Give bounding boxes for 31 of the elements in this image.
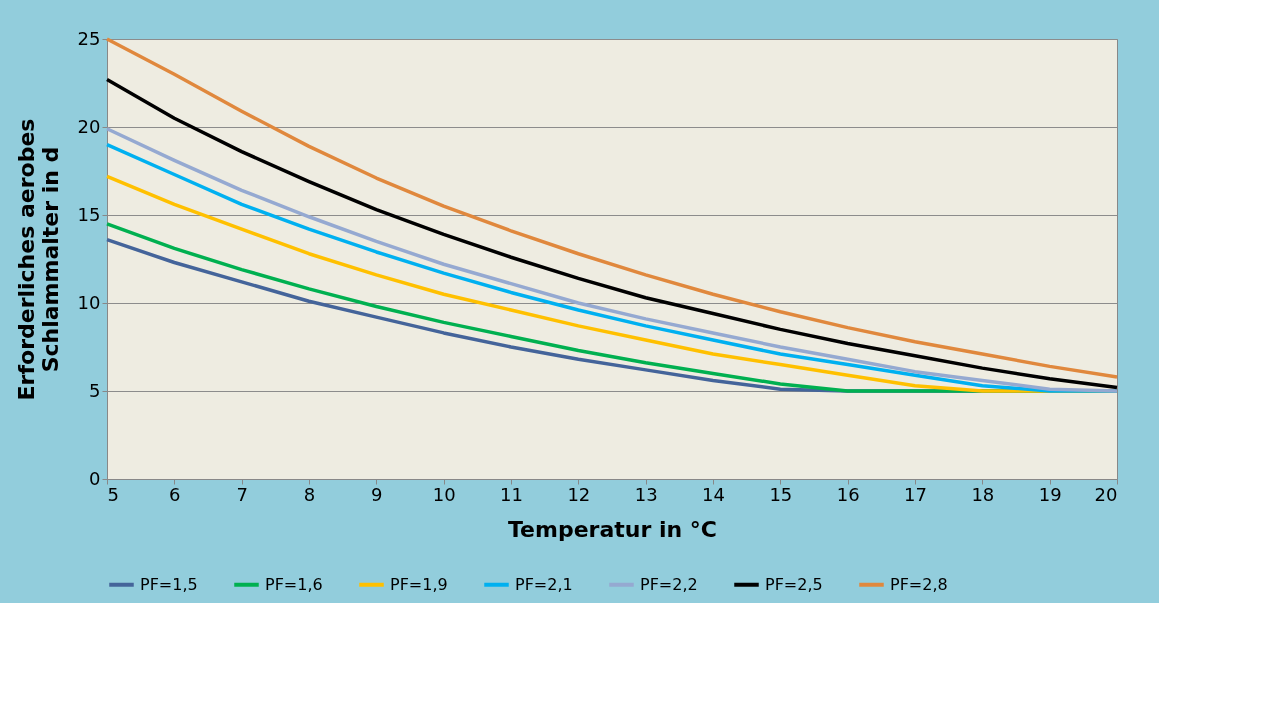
- x-tick-label: 14: [702, 483, 725, 505]
- y-tick-label: 10: [77, 291, 101, 313]
- x-tick-label: 10: [432, 483, 456, 505]
- y-tick-label: 5: [89, 379, 101, 401]
- legend-label: PF=2,8: [890, 574, 948, 594]
- y-tick-label: 15: [77, 203, 101, 225]
- x-tick-label: 19: [1038, 483, 1062, 505]
- x-tick-label: 8: [303, 483, 316, 505]
- y-tick-label: 25: [77, 27, 101, 49]
- x-tick-label: 6: [169, 483, 181, 505]
- x-tick-label: 9: [371, 483, 383, 505]
- y-tick-label: 20: [77, 115, 101, 137]
- legend-label: PF=1,6: [265, 574, 323, 594]
- legend-label: PF=2,5: [765, 574, 823, 594]
- x-axis-title: Temperatur in °C: [508, 516, 717, 542]
- x-tick-label: 16: [836, 483, 860, 505]
- x-tick-label: 7: [236, 483, 248, 505]
- x-tick-label: 12: [567, 483, 591, 505]
- x-tick-label: 11: [500, 483, 523, 505]
- y-tick-label: 0: [89, 467, 101, 489]
- x-tick-label: 18: [971, 483, 995, 505]
- y-axis-title: Erforderliches aerobes Schlammalter in d: [13, 118, 63, 401]
- x-tick-label: 15: [769, 483, 793, 505]
- legend-label: PF=2,1: [515, 574, 573, 594]
- x-tick-label: 20: [1094, 483, 1118, 505]
- x-tick-label: 17: [904, 483, 927, 505]
- legend-label: PF=2,2: [640, 574, 698, 594]
- legend-label: PF=1,5: [140, 574, 198, 594]
- x-tick-label: 5: [107, 483, 119, 505]
- legend-label: PF=1,9: [390, 574, 448, 594]
- x-tick-label: 13: [634, 483, 658, 505]
